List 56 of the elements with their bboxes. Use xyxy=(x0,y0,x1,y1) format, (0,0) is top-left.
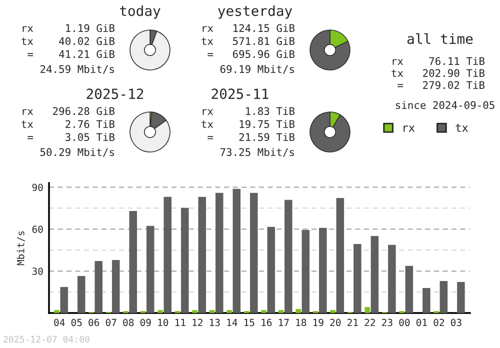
text: tx 40.02 GiB xyxy=(22,36,115,46)
x-tick-label: 12 xyxy=(192,318,202,326)
text: rx 76.11 TiB xyxy=(392,56,485,66)
y-axis-title: Mbit/s xyxy=(16,231,26,266)
text: tx 2.76 TiB xyxy=(22,120,115,128)
text: 73.25 Mbit/s xyxy=(220,148,294,157)
x-tick-label: 19 xyxy=(313,318,324,326)
y-tick-label: 30 xyxy=(32,268,43,275)
text: = 3.05 TiB xyxy=(28,132,115,142)
text: tx 202.90 TiB xyxy=(392,68,485,78)
x-tick-label: 21 xyxy=(348,318,358,326)
x-tick-label: 13 xyxy=(210,318,220,326)
x-tick-label: 04 xyxy=(54,318,65,326)
text: 24.59 Mbit/s xyxy=(40,64,114,74)
text: = 279.02 TiB xyxy=(398,80,485,90)
text: rx 124.15 GiB xyxy=(202,24,295,32)
text: 50.29 Mbit/s xyxy=(40,148,114,157)
text: rx 1.83 TiB xyxy=(202,106,295,116)
x-tick-label: 02 xyxy=(434,318,444,326)
x-tick-label: 20 xyxy=(330,318,341,326)
x-tick-label: 14 xyxy=(227,318,238,326)
x-tick-label: 03 xyxy=(450,318,462,326)
x-tick-label: 08 xyxy=(123,318,134,326)
text: = 695.96 GiB xyxy=(208,50,295,58)
text: tx 571.81 GiB xyxy=(202,36,295,46)
x-tick-label: 10 xyxy=(158,318,168,326)
y-tick-label: 90 xyxy=(32,184,43,192)
x-tick-label: 06 xyxy=(88,318,100,326)
x-tick-label: 07 xyxy=(106,318,116,326)
text: = 41.21 GiB xyxy=(28,50,115,58)
text: rx 1.19 GiB xyxy=(22,24,115,32)
y-tick-label: 60 xyxy=(32,226,43,233)
legend-label: tx xyxy=(456,124,468,132)
chart-title: 2025-11 xyxy=(212,88,268,100)
text: = 21.59 TiB xyxy=(208,132,295,142)
chart-title: today xyxy=(120,5,160,19)
text: 69.19 Mbit/s xyxy=(220,64,294,74)
x-tick-label: 18 xyxy=(296,318,306,326)
chart-title: 2025-12 xyxy=(86,88,144,100)
text: 2025-12-07 04:00 xyxy=(4,336,90,343)
legend-label: rx xyxy=(404,125,415,132)
x-tick-label: 15 xyxy=(244,318,254,326)
x-tick-label: 00 xyxy=(399,318,410,326)
text: tx 19.75 TiB xyxy=(202,120,295,128)
chart-title: yesterday xyxy=(218,5,292,19)
x-tick-label: 17 xyxy=(278,318,289,326)
x-tick-label: 23 xyxy=(382,318,392,326)
x-tick-label: 22 xyxy=(364,318,375,326)
text: rx 296.28 GiB xyxy=(22,106,115,116)
x-tick-label: 16 xyxy=(262,318,272,326)
text: since 2024-09-05 xyxy=(396,100,494,110)
x-tick-label: 05 xyxy=(71,318,82,326)
x-tick-label: 09 xyxy=(140,318,151,326)
text: all time xyxy=(407,33,473,44)
x-tick-label: 11 xyxy=(175,318,186,326)
x-tick-label: 01 xyxy=(416,318,427,326)
